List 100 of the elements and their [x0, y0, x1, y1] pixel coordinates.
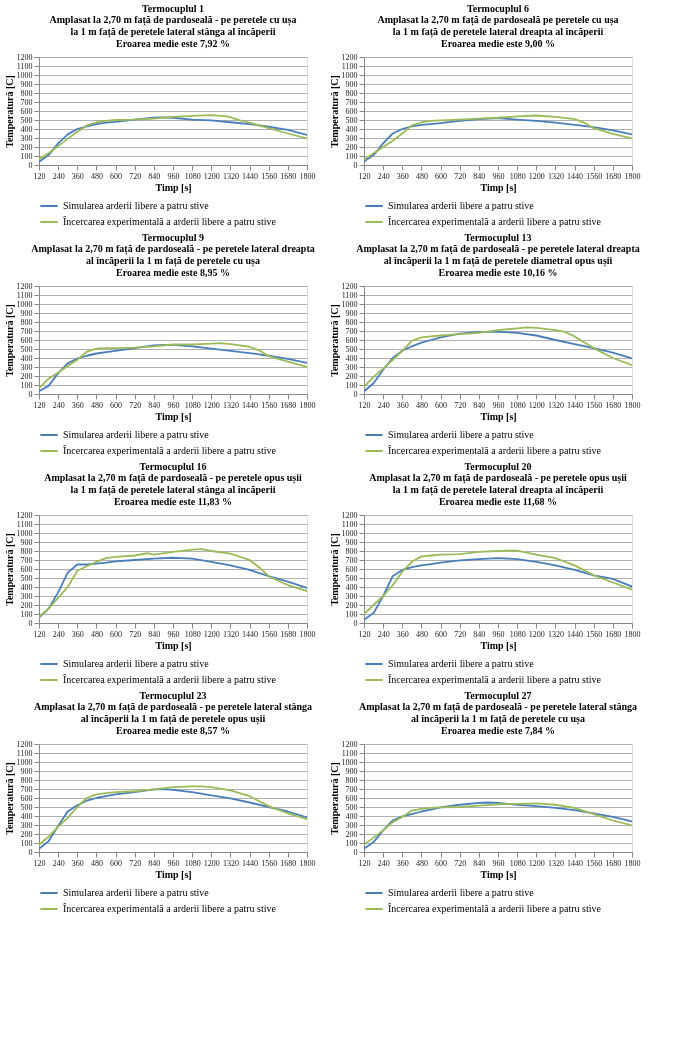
x-tick-label: 720 [129, 400, 142, 410]
x-tick-label: 120 [33, 629, 46, 639]
x-tick-label: 120 [358, 629, 371, 639]
y-tick-label: 700 [345, 555, 358, 565]
x-tick-label: 1440 [242, 171, 259, 181]
x-tick-label: 1800 [624, 629, 641, 639]
y-tick-label: 900 [345, 79, 358, 89]
y-tick-label: 400 [345, 811, 358, 821]
y-tick-label: 700 [345, 784, 358, 794]
y-axis-title: Temperatură [C] [3, 304, 15, 377]
x-tick-label: 600 [110, 629, 123, 639]
x-tick-label: 1560 [586, 629, 603, 639]
x-tick-label: 720 [454, 400, 467, 410]
y-tick-label: 1100 [341, 290, 358, 300]
y-tick-label: 800 [20, 775, 33, 785]
y-tick-label: 100 [20, 609, 33, 619]
x-tick-label: 240 [52, 629, 65, 639]
x-tick-label: 480 [90, 400, 103, 410]
line-series [364, 549, 632, 615]
chart-subtitle: Amplasat la 2,70 m față de pardoseală - pe peretele lateral dreapta al încăperii la 1 m față de peretele diametral opus ușii Eroarea medie este 10,16 % [356, 243, 640, 278]
x-tick-label: 240 [377, 400, 390, 410]
x-tick-label: 840 [473, 171, 486, 181]
x-tick-label: 1080 [184, 629, 201, 639]
x-tick-label: 1680 [280, 629, 297, 639]
x-tick-label: 1680 [605, 858, 622, 868]
legend-label: Simularea arderii libere a patru stive [63, 200, 210, 211]
x-tick-label: 1560 [586, 858, 603, 868]
x-tick-label: 480 [90, 171, 103, 181]
x-tick-label: 480 [90, 629, 103, 639]
y-tick-label: 500 [345, 115, 358, 125]
y-tick-label: 500 [345, 344, 358, 354]
y-tick-label: 0 [28, 389, 33, 399]
x-tick-label: 1320 [547, 171, 564, 181]
x-tick-label: 1440 [567, 171, 584, 181]
y-tick-label: 400 [345, 124, 358, 134]
y-tick-label: 1100 [341, 519, 358, 529]
x-tick-label: 960 [492, 171, 505, 181]
x-tick-label: 1560 [261, 629, 278, 639]
x-tick-label: 360 [396, 629, 409, 639]
y-tick-label: 500 [20, 344, 33, 354]
y-tick-label: 600 [20, 106, 33, 116]
x-tick-label: 1080 [509, 400, 526, 410]
x-tick-label: 1560 [261, 400, 278, 410]
y-tick-label: 500 [345, 802, 358, 812]
x-tick-label: 960 [492, 629, 505, 639]
chart-subtitle: Amplasat la 2,70 m față de pardoseală pe peretele cu ușa la 1 m față de peretele lateral dreapta al încăperii Eroarea medie este 9,00 % [377, 14, 619, 49]
y-tick-label: 900 [345, 308, 358, 318]
legend-label: Încercarea experimentală a arderii libere a patru stive [63, 903, 277, 914]
legend-label: Încercarea experimentală a arderii libere a patru stive [388, 445, 602, 456]
y-axis-title: Temperatură [C] [3, 75, 15, 148]
x-tick-label: 1680 [605, 629, 622, 639]
x-tick-label: 1080 [184, 858, 201, 868]
x-tick-label: 960 [167, 400, 180, 410]
x-axis-title: Timp [s] [480, 868, 517, 880]
y-tick-label: 700 [345, 326, 358, 336]
y-tick-label: 400 [20, 353, 33, 363]
x-tick-label: 1800 [299, 858, 316, 868]
x-tick-label: 1320 [222, 858, 239, 868]
y-tick-label: 1200 [16, 739, 33, 749]
y-tick-label: 200 [20, 600, 33, 610]
x-tick-label: 600 [110, 400, 123, 410]
x-tick-label: 1800 [624, 858, 641, 868]
x-axis-title: Timp [s] [155, 410, 192, 422]
x-tick-label: 480 [415, 400, 428, 410]
x-tick-label: 1440 [567, 400, 584, 410]
y-tick-label: 700 [20, 555, 33, 565]
x-tick-label: 240 [52, 858, 65, 868]
x-tick-label: 1800 [624, 400, 641, 410]
x-tick-label: 240 [377, 629, 390, 639]
y-tick-label: 1200 [341, 281, 358, 291]
y-tick-label: 200 [20, 829, 33, 839]
y-tick-label: 100 [20, 380, 33, 390]
x-tick-label: 1800 [624, 171, 641, 181]
chart-title: Termocuplul 27 [464, 690, 532, 701]
chart-subtitle: Amplasat la 2,70 m față de pardoseală - pe peretele cu ușa la 1 m față de peretele lateral stânga al încăperii Eroarea medie este 7,92 % [49, 14, 297, 49]
x-axis-title: Timp [s] [480, 639, 517, 651]
y-tick-label: 1200 [16, 510, 33, 520]
x-tick-label: 1440 [242, 400, 259, 410]
x-tick-label: 720 [129, 171, 142, 181]
x-tick-label: 480 [415, 171, 428, 181]
y-tick-label: 100 [20, 838, 33, 848]
legend-label: Simularea arderii libere a patru stive [63, 887, 210, 898]
y-tick-label: 200 [20, 142, 33, 152]
x-tick-label: 960 [492, 400, 505, 410]
x-tick-label: 480 [415, 629, 428, 639]
y-tick-label: 100 [345, 151, 358, 161]
y-tick-label: 1100 [16, 748, 33, 758]
y-tick-label: 100 [345, 380, 358, 390]
x-tick-label: 600 [435, 171, 448, 181]
x-tick-label: 240 [52, 171, 65, 181]
chart-subtitle: Amplasat la 2,70 m față de pardoseală - pe peretele lateral stânga al încăperii la 1 m față de peretele opus ușii Eroarea medie este 8,57 % [33, 701, 313, 736]
x-axis-title: Timp [s] [155, 181, 192, 193]
x-tick-label: 960 [167, 171, 180, 181]
x-tick-label: 720 [129, 629, 142, 639]
y-tick-label: 1200 [341, 52, 358, 62]
x-tick-label: 1200 [203, 400, 220, 410]
x-tick-label: 1200 [203, 858, 220, 868]
chart-subtitle: Amplasat la 2,70 m față de pardoseală - pe peretele lateral dreapta al încăperii la 1 m față de peretele cu ușa Eroarea medie este 8,95 % [31, 243, 315, 278]
x-tick-label: 1320 [547, 400, 564, 410]
y-tick-label: 200 [20, 371, 33, 381]
